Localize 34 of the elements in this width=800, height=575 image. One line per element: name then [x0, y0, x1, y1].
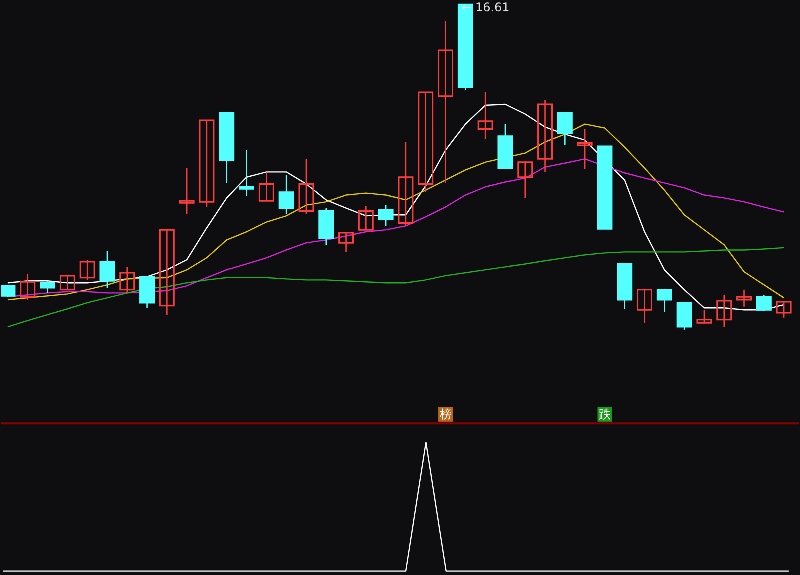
- candlestick: [358, 206, 374, 231]
- candlestick: [40, 280, 56, 294]
- candlestick: [60, 274, 76, 291]
- candlestick: [100, 250, 116, 289]
- candlestick: [716, 294, 732, 328]
- text: 跌: [598, 408, 611, 422]
- candlestick: [120, 266, 136, 294]
- candlestick: [338, 232, 354, 253]
- candlestick: [518, 162, 534, 199]
- candlestick: [159, 229, 175, 316]
- candlestick: [736, 289, 752, 308]
- candlestick: [776, 301, 792, 319]
- candlestick: [378, 204, 394, 227]
- candlestick: [298, 158, 314, 215]
- candlestick: [577, 128, 593, 170]
- candlestick: [20, 273, 36, 301]
- text: 榜: [440, 408, 452, 422]
- candlestick: [418, 92, 434, 193]
- candlestick: [258, 172, 274, 202]
- annotation: ← 16.61: [462, 0, 510, 15]
- candlestick: [179, 168, 195, 215]
- candlestick: [637, 289, 652, 324]
- candlestick: [398, 142, 414, 227]
- candlestick: [756, 294, 772, 312]
- candlestick: [696, 309, 712, 324]
- candlestick: [239, 150, 255, 197]
- candlestick: [199, 120, 215, 208]
- candlestick: [278, 174, 294, 215]
- candlestick: [656, 288, 672, 313]
- candlestick: [478, 92, 494, 140]
- candlestick: [438, 20, 454, 184]
- candlestick: [557, 112, 573, 146]
- candlestick: [80, 259, 96, 281]
- candlestick: [538, 100, 553, 173]
